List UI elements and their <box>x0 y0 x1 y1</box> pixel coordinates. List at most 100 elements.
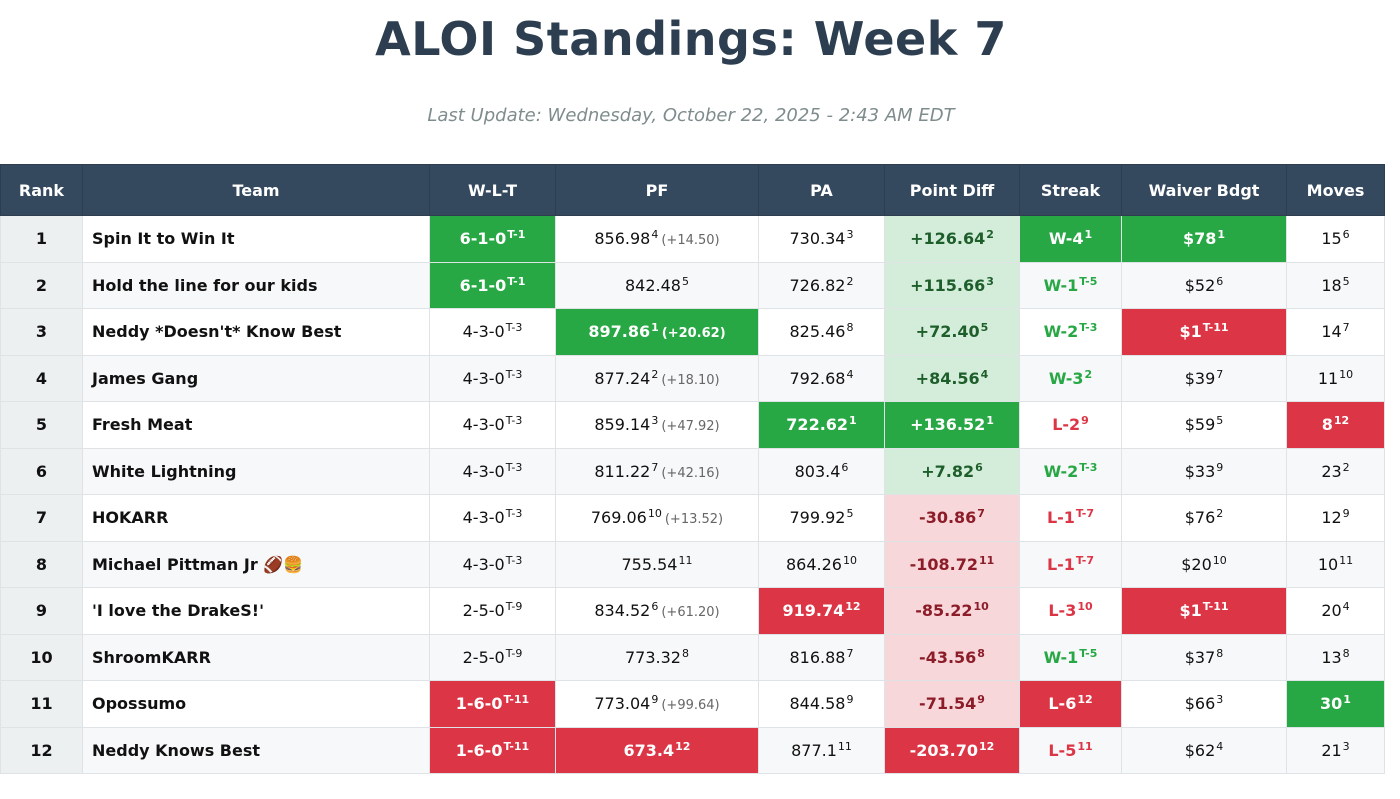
cell-value: 2-5-0 <box>462 647 505 667</box>
rank-cell: 12 <box>0 726 83 774</box>
rank-superscript: 5 <box>980 321 989 335</box>
team-name-cell: Opossumo <box>82 680 430 728</box>
cell-value: 6-1-0 <box>459 229 507 249</box>
wlt-cell: 6-1-0T-1 <box>429 215 556 263</box>
col-header-pf[interactable]: PF <box>555 164 759 216</box>
cell-value: $78 <box>1182 229 1217 249</box>
rank-cell: 4 <box>0 354 83 402</box>
col-header-waiver-budget[interactable]: Waiver Bdgt <box>1121 164 1287 216</box>
cell-value: 811.22 <box>594 461 651 481</box>
cell-value: 4-3-0 <box>462 415 505 435</box>
wlt-cell: 4-3-0T-3 <box>429 308 556 356</box>
rank-superscript: 1 <box>1343 693 1351 707</box>
cell-value: 919.74 <box>782 601 845 621</box>
col-header-point-diff[interactable]: Point Diff <box>884 164 1020 216</box>
rank-superscript: 7 <box>1342 321 1350 335</box>
cell-value: 859.14 <box>594 415 651 435</box>
cell-value: $62 <box>1184 740 1216 760</box>
rank-superscript: T-3 <box>505 507 523 521</box>
rank-superscript: 11 <box>678 553 693 567</box>
pa-cell: 816.887 <box>758 633 885 681</box>
cell-value: 20 <box>1321 601 1342 621</box>
streak-cell: W-1T-5 <box>1019 261 1122 309</box>
team-name-cell: Neddy *Doesn't* Know Best <box>82 308 430 356</box>
rank-superscript: T-3 <box>505 460 523 474</box>
cell-value: 755.54 <box>621 554 678 574</box>
cell-value: 10 <box>1317 554 1339 574</box>
col-header-wlt[interactable]: W-L-T <box>429 164 556 216</box>
rank-superscript: 7 <box>651 460 659 474</box>
wlt-cell: 4-3-0T-3 <box>429 354 556 402</box>
rank-superscript: 10 <box>1339 367 1354 381</box>
col-header-moves[interactable]: Moves <box>1286 164 1385 216</box>
rank-superscript: T-3 <box>505 553 523 567</box>
header-row: Rank Team W-L-T PF PA Point Diff Streak … <box>0 164 1385 216</box>
moves-cell: 232 <box>1286 447 1385 495</box>
rank-cell: 5 <box>0 401 83 449</box>
streak-cell: W-32 <box>1019 354 1122 402</box>
waiver-budget-cell: $595 <box>1121 401 1287 449</box>
rank-superscript: T-5 <box>1079 646 1098 660</box>
point-diff-cell: -85.2210 <box>884 587 1020 635</box>
rank-superscript: T-3 <box>505 414 523 428</box>
point-diff-cell: +126.642 <box>884 215 1020 263</box>
col-header-rank[interactable]: Rank <box>0 164 83 216</box>
streak-text: W-2T-3 <box>1044 322 1098 341</box>
point-diff-cell: +84.564 <box>884 354 1020 402</box>
rank-superscript: 6 <box>1216 274 1224 288</box>
point-diff-cell: -71.549 <box>884 680 1020 728</box>
streak-text: W-1T-5 <box>1044 276 1098 295</box>
col-header-pa[interactable]: PA <box>758 164 885 216</box>
cell-value: 825.46 <box>789 322 846 342</box>
table-row: 12 Neddy Knows Best 1-6-0T-11 673.412 877.11… <box>0 726 1385 774</box>
rank-superscript: 6 <box>841 460 849 474</box>
cell-value: W-2 <box>1043 322 1079 342</box>
pa-cell: 799.925 <box>758 494 885 542</box>
rank-superscript: 7 <box>977 507 985 521</box>
cell-value: 803.4 <box>794 461 841 481</box>
rank-superscript: T-9 <box>505 646 523 660</box>
rank-superscript: 8 <box>1216 646 1224 660</box>
moves-cell: 147 <box>1286 308 1385 356</box>
cell-value: 11 <box>1317 368 1339 388</box>
rank-superscript: 4 <box>1342 600 1350 614</box>
table-row: 10 ShroomKARR 2-5-0T-9 773.328 816.887 -43.56… <box>0 633 1385 681</box>
col-header-streak[interactable]: Streak <box>1019 164 1122 216</box>
last-update-text: Last Update: Wednesday, October 22, 2025… <box>427 105 955 126</box>
streak-text: L-310 <box>1048 601 1092 620</box>
pa-cell: 825.468 <box>758 308 885 356</box>
streak-cell: W-2T-3 <box>1019 447 1122 495</box>
rank-superscript: 5 <box>846 507 854 521</box>
wlt-cell: 4-3-0T-3 <box>429 494 556 542</box>
pf-cell: 755.5411 <box>555 540 759 588</box>
streak-cell: W-2T-3 <box>1019 308 1122 356</box>
rank-superscript: 11 <box>1339 553 1354 567</box>
cell-value: 842.48 <box>625 275 681 295</box>
streak-cell: L-511 <box>1019 726 1122 774</box>
rank-superscript: 4 <box>651 228 659 242</box>
pa-cell: 730.343 <box>758 215 885 263</box>
cell-value: 730.34 <box>789 229 846 249</box>
table-row: 11 Opossumo 1-6-0T-11 773.049 (+99.64) 844.58… <box>0 680 1385 728</box>
table-row: 1 Spin It to Win It 6-1-0T-1 856.984 (+14.50… <box>0 215 1385 263</box>
table-row: 6 White Lightning 4-3-0T-3 811.227 (+42.16) 8… <box>0 447 1385 495</box>
cell-value: 844.58 <box>789 694 846 714</box>
moves-cell: 138 <box>1286 633 1385 681</box>
rank-superscript: 9 <box>977 693 985 707</box>
pf-cell: 877.242 (+18.10) <box>555 354 759 402</box>
cell-value: 773.32 <box>625 647 681 667</box>
rank-superscript: 12 <box>979 739 995 753</box>
cell-value: L-3 <box>1048 601 1077 621</box>
cell-value: 877.1 <box>791 740 837 760</box>
cell-value: 12 <box>1321 508 1342 528</box>
team-name-cell: Neddy Knows Best <box>82 726 430 774</box>
rank-superscript: T-11 <box>503 693 530 707</box>
cell-value: +136.52 <box>910 415 986 435</box>
col-header-team[interactable]: Team <box>82 164 430 216</box>
team-name-cell: 'I love the DrakeS!' <box>82 587 430 635</box>
streak-cell: L-310 <box>1019 587 1122 635</box>
rank-cell: 1 <box>0 215 83 263</box>
rank-superscript: 8 <box>1342 646 1350 660</box>
rank-superscript: 5 <box>1216 414 1224 428</box>
cell-value: $59 <box>1184 415 1216 435</box>
